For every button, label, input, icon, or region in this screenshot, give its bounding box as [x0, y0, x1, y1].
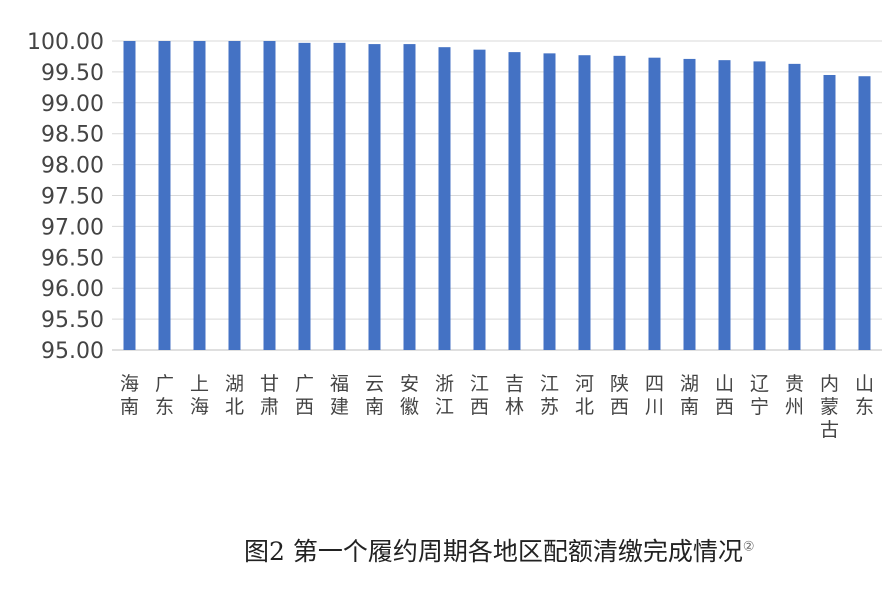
y-tick-label: 99.00 — [41, 92, 104, 117]
bar — [263, 41, 276, 350]
bar — [613, 55, 626, 350]
bar — [823, 74, 836, 351]
bar — [683, 58, 696, 351]
bar — [123, 41, 136, 350]
caption-footnote-mark: ② — [742, 539, 755, 555]
y-tick-label: 99.50 — [41, 61, 104, 86]
bar — [403, 44, 416, 351]
x-tick-label: 辽宁 — [750, 373, 769, 418]
x-tick-label: 四川 — [645, 373, 664, 418]
x-tick-label: 吉林 — [505, 373, 524, 418]
x-tick-label: 贵州 — [785, 373, 804, 418]
x-tick-label: 安徽 — [400, 373, 419, 418]
x-tick-label: 云南 — [365, 373, 384, 418]
bar — [648, 57, 661, 350]
y-tick-label: 96.50 — [41, 246, 104, 271]
caption-text: 图2 第一个履约周期各地区配额清缴完成情况 — [244, 537, 743, 566]
x-tick-label: 山西 — [715, 373, 734, 418]
x-tick-label: 甘肃 — [260, 373, 279, 418]
x-axis: 海南广东上海湖北甘肃广西福建云南安徽浙江江西吉林江苏河北陕西四川湖南山西辽宁贵州… — [120, 373, 874, 441]
x-tick-label: 上海 — [190, 373, 209, 418]
x-tick-label: 内蒙古 — [820, 373, 839, 441]
gridlines — [112, 40, 882, 351]
y-tick-label: 96.00 — [41, 277, 104, 302]
bar — [718, 60, 731, 351]
x-tick-label: 湖南 — [680, 373, 699, 418]
x-tick-label: 陕西 — [610, 373, 629, 418]
y-tick-label: 95.50 — [41, 308, 104, 333]
bar — [543, 53, 556, 351]
y-tick-label: 97.50 — [41, 185, 104, 210]
x-tick-label: 湖北 — [225, 373, 244, 418]
y-tick-label: 98.00 — [41, 154, 104, 179]
bar — [578, 55, 591, 351]
bar-chart: 100.00 99.50 99.00 98.50 98.00 97.50 97.00 96.5… — [27, 30, 882, 441]
bar — [333, 42, 346, 350]
y-axis: 100.00 99.50 99.00 98.50 98.00 97.50 97.00 96.5… — [27, 30, 104, 364]
bar — [858, 76, 871, 350]
x-tick-label: 江苏 — [540, 373, 559, 418]
bar — [753, 61, 766, 350]
x-tick-label: 福建 — [330, 373, 349, 418]
bar — [158, 41, 171, 350]
bar — [228, 41, 241, 350]
y-tick-label: 97.00 — [41, 215, 104, 240]
x-tick-label: 河北 — [575, 373, 594, 418]
y-tick-label: 95.00 — [41, 339, 104, 364]
bar — [508, 52, 521, 351]
bar — [193, 41, 206, 350]
bar — [298, 42, 311, 350]
x-tick-label: 山东 — [855, 373, 874, 418]
bar — [473, 49, 486, 350]
y-tick-label: 98.50 — [41, 123, 104, 148]
x-tick-label: 浙江 — [435, 373, 454, 418]
bar — [438, 47, 451, 351]
figure-caption: 图2 第一个履约周期各地区配额清缴完成情况② — [244, 532, 755, 568]
bar — [368, 44, 381, 351]
x-tick-label: 广西 — [295, 373, 314, 418]
bar — [788, 63, 801, 351]
y-tick-label: 100.00 — [27, 30, 104, 55]
bars — [123, 41, 871, 351]
x-tick-label: 广东 — [155, 373, 174, 418]
x-tick-label: 江西 — [470, 373, 489, 418]
x-tick-label: 海南 — [120, 373, 139, 418]
